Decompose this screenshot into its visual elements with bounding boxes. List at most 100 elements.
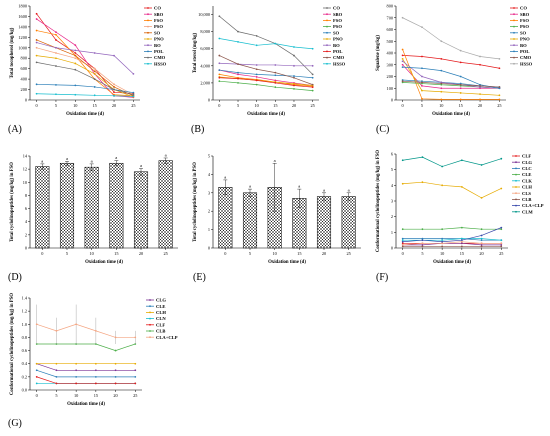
y-tick-label: 300 (387, 62, 393, 67)
y-tick-label: 14 (23, 154, 28, 159)
data-point (311, 89, 314, 92)
chart-e-svg: 0 1 2 3 4 5 Total cyclolinopeptides (mg/kg) in… (193, 154, 361, 283)
legend-marker (515, 179, 517, 182)
data-point (93, 67, 96, 70)
series-line-so (219, 69, 313, 79)
legend-marker (515, 167, 517, 170)
series-line-cmo (219, 55, 313, 85)
data-point (55, 329, 58, 332)
data-point (441, 165, 444, 168)
series-line-clc (402, 238, 502, 241)
x-axis-title: Oxidation time (d) (85, 260, 123, 265)
series-line-cle (36, 369, 136, 378)
y-tick-label: 0.8 (22, 335, 27, 340)
x-tick-label: 10 (439, 103, 443, 108)
data-point (401, 54, 404, 57)
data-point (293, 64, 295, 67)
x-tick-label: 10 (440, 251, 444, 256)
data-point (500, 242, 503, 245)
y-tick-label: 0.6 (22, 348, 28, 353)
data-point (480, 243, 483, 246)
data-point (237, 71, 239, 74)
series-line-cle (402, 227, 502, 230)
data-point (441, 228, 444, 231)
y-tick-label: 0.4 (22, 361, 28, 366)
legend-label: SO (333, 30, 340, 35)
y-axis-title: Conformational cyclolinopeptides (mg/kg)… (376, 150, 381, 252)
y-tick-label: 1400 (18, 24, 27, 29)
chart-panel-d: 0 2 4 6 8 10 12 14 Total cyclolinopeptides (mg/k… (0, 148, 183, 293)
data-point (500, 226, 503, 229)
data-point (460, 159, 463, 162)
legend-label: SBO (520, 12, 530, 17)
x-tick-label: 10 (90, 251, 94, 256)
y-axis-title: Total tocopherol (mg/kg) (10, 27, 15, 78)
x-tick-label: 20 (112, 103, 116, 108)
data-point (460, 242, 463, 245)
data-point (134, 336, 137, 339)
data-point (55, 57, 57, 60)
y-tick-label: 1200 (18, 35, 27, 40)
data-point (218, 54, 221, 57)
data-point (75, 369, 78, 372)
legend-marker (513, 7, 515, 9)
series-line-sbo (36, 18, 134, 98)
data-point (401, 16, 404, 19)
legend-marker (513, 56, 515, 59)
data-point (55, 382, 58, 385)
data-point (401, 57, 404, 60)
y-tick-label: 5 (208, 154, 210, 159)
legend-marker (147, 44, 149, 47)
y-tick-label: 200 (387, 74, 393, 79)
data-point (255, 68, 258, 71)
legend-label: HSSO (520, 61, 533, 66)
data-point (93, 72, 96, 75)
y-tick-label: 1 (391, 230, 393, 235)
legend-label: CLG (156, 298, 166, 303)
significance-label: a (323, 187, 325, 192)
legend-marker (147, 13, 149, 16)
legend-marker (326, 7, 328, 9)
data-point (401, 245, 404, 248)
data-point (500, 228, 503, 231)
series-line-cmo (36, 62, 134, 96)
x-tick-label: 15 (114, 251, 118, 256)
series-line-so (36, 39, 134, 97)
x-tick-label: 15 (460, 251, 464, 256)
data-point (55, 39, 57, 41)
data-point (421, 156, 424, 159)
x-tick-label: 20 (322, 251, 326, 256)
significance-label: a (41, 158, 43, 163)
series-line-cls (402, 241, 502, 246)
data-point (293, 82, 295, 85)
y-tick-label: 2 (391, 214, 393, 219)
series-line-pno (402, 58, 500, 96)
series-line-fso (219, 74, 313, 87)
series-line-co (402, 55, 500, 69)
data-point (498, 67, 501, 70)
legend-label: SO (520, 30, 527, 35)
data-point (55, 31, 57, 34)
legend-label: CLH (156, 310, 166, 315)
legend-label: PSO (333, 24, 342, 29)
y-tick-label: 6 (25, 206, 28, 211)
data-point (55, 83, 57, 86)
data-point (94, 362, 97, 365)
legend-marker (515, 186, 517, 188)
legend-label: CLC (522, 166, 532, 171)
y-tick-label: 200 (21, 87, 27, 92)
panel-label: (E) (193, 272, 206, 283)
y-tick-label: 3 (391, 199, 393, 204)
data-point (55, 46, 57, 49)
significance-label: a (249, 184, 251, 189)
significance-label: a (115, 155, 117, 160)
series-line-cla-clp (36, 323, 136, 338)
data-point (255, 79, 258, 82)
panel-label: (C) (376, 124, 389, 135)
data-point (500, 157, 503, 160)
legend-label: PSO (520, 24, 529, 29)
bar (133, 171, 149, 249)
data-point (94, 369, 97, 372)
y-tick-label: 10,000 (198, 12, 210, 18)
data-point (74, 68, 77, 71)
